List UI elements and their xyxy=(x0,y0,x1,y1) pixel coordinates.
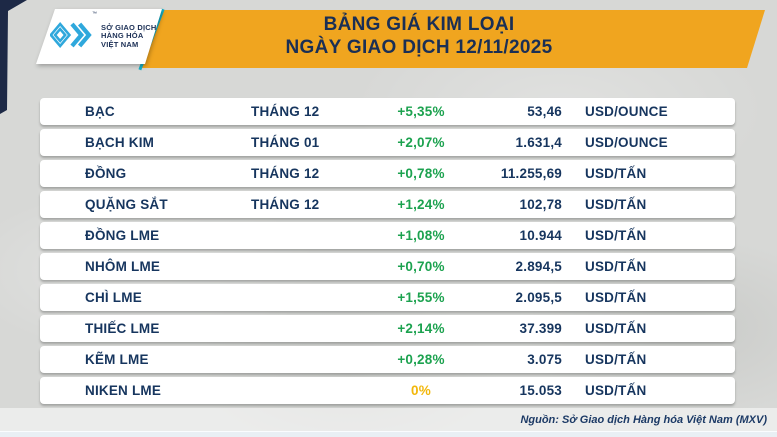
price-value: 53,46 xyxy=(527,104,562,119)
percent-change: +2,07% xyxy=(397,135,445,150)
percent-change: +2,14% xyxy=(397,321,445,336)
table-row: QUẶNG SẮT THÁNG 12 +1,24% 102,78 USD/TẤN xyxy=(40,191,735,218)
commodity-name: NIKEN LME xyxy=(85,383,162,398)
table-row: ĐỒNG LME +1,08% 10.944 USD/TẤN xyxy=(40,222,735,249)
contract-month: THÁNG 01 xyxy=(251,135,320,150)
price-unit: USD/TẤN xyxy=(585,228,647,243)
commodity-name: ĐỒNG LME xyxy=(85,228,160,243)
percent-change: +5,35% xyxy=(397,104,445,119)
price-value: 1.631,4 xyxy=(515,135,562,150)
logo-org-name: SỞ GIAO DỊCH HÀNG HÓA VIỆT NAM xyxy=(101,22,157,49)
commodity-name: CHÌ LME xyxy=(85,290,142,305)
footer: Nguồn: Sở Giao dịch Hàng hóa Việt Nam (M… xyxy=(0,408,777,431)
price-value: 102,78 xyxy=(519,197,562,212)
percent-change: +1,24% xyxy=(397,197,445,212)
table-row: BẠC THÁNG 12 +5,35% 53,46 USD/OUNCE xyxy=(40,98,735,125)
commodity-name: ĐỒNG xyxy=(85,166,127,181)
commodity-name: KẼM LME xyxy=(85,352,149,367)
price-unit: USD/TẤN xyxy=(585,259,647,274)
bottom-edge xyxy=(0,431,777,437)
price-value: 15.053 xyxy=(519,383,562,398)
commodity-name: QUẶNG SẮT xyxy=(85,197,168,212)
percent-change: +0,78% xyxy=(397,166,445,181)
table-row: NIKEN LME 0% 15.053 USD/TẤN xyxy=(40,377,735,404)
contract-month: THÁNG 12 xyxy=(251,166,320,181)
page-title: BẢNG GIÁ KIM LOẠI NGÀY GIAO DỊCH 12/11/2… xyxy=(218,13,620,59)
contract-month: THÁNG 12 xyxy=(251,104,320,119)
percent-change: 0% xyxy=(411,383,431,398)
price-value: 37.399 xyxy=(519,321,562,336)
price-unit: USD/TẤN xyxy=(585,321,647,336)
price-value: 10.944 xyxy=(519,228,562,243)
corner-accent xyxy=(0,0,27,114)
price-value: 3.075 xyxy=(527,352,562,367)
commodity-name: THIẾC LME xyxy=(85,321,160,336)
mxv-diamond-logo-icon: ™ xyxy=(50,19,99,56)
title-banner xyxy=(140,10,765,68)
table-row: ĐỒNG THÁNG 12 +0,78% 11.255,69 USD/TẤN xyxy=(40,160,735,187)
percent-change: +1,55% xyxy=(397,290,445,305)
commodity-name: BẠC xyxy=(85,104,115,119)
price-value: 11.255,69 xyxy=(500,166,562,181)
table-row: CHÌ LME +1,55% 2.095,5 USD/TẤN xyxy=(40,284,735,311)
price-value: 2.894,5 xyxy=(515,259,562,274)
commodity-name: BẠCH KIM xyxy=(85,135,155,150)
table-row: BẠCH KIM THÁNG 01 +2,07% 1.631,4 USD/OUN… xyxy=(40,129,735,156)
percent-change: +0,70% xyxy=(397,259,445,274)
commodity-name: NHÔM LME xyxy=(85,259,161,274)
table-row: KẼM LME +0,28% 3.075 USD/TẤN xyxy=(40,346,735,373)
price-unit: USD/TẤN xyxy=(585,383,647,398)
percent-change: +0,28% xyxy=(397,352,445,367)
price-unit: USD/TẤN xyxy=(585,166,647,181)
price-unit: USD/TẤN xyxy=(585,352,647,367)
price-table: BẠC THÁNG 12 +5,35% 53,46 USD/OUNCE BẠCH… xyxy=(40,98,735,408)
title-line-1: BẢNG GIÁ KIM LOẠI xyxy=(323,14,515,35)
price-value: 2.095,5 xyxy=(515,290,562,305)
mxv-logo: ™ SỞ GIAO DỊCH HÀNG HÓA VIỆT NAM xyxy=(36,9,162,64)
price-unit: USD/TẤN xyxy=(585,290,647,305)
contract-month: THÁNG 12 xyxy=(251,197,320,212)
percent-change: +1,08% xyxy=(397,228,445,243)
price-unit: USD/TẤN xyxy=(585,197,647,212)
trademark-symbol: ™ xyxy=(92,11,97,17)
title-line-2: NGÀY GIAO DỊCH 12/11/2025 xyxy=(285,37,553,58)
table-row: THIẾC LME +2,14% 37.399 USD/TẤN xyxy=(40,315,735,342)
table-row: NHÔM LME +0,70% 2.894,5 USD/TẤN xyxy=(40,253,735,280)
source-credit: Nguồn: Sở Giao dịch Hàng hóa Việt Nam (M… xyxy=(520,413,767,426)
price-unit: USD/OUNCE xyxy=(585,104,668,119)
price-unit: USD/OUNCE xyxy=(585,135,668,150)
